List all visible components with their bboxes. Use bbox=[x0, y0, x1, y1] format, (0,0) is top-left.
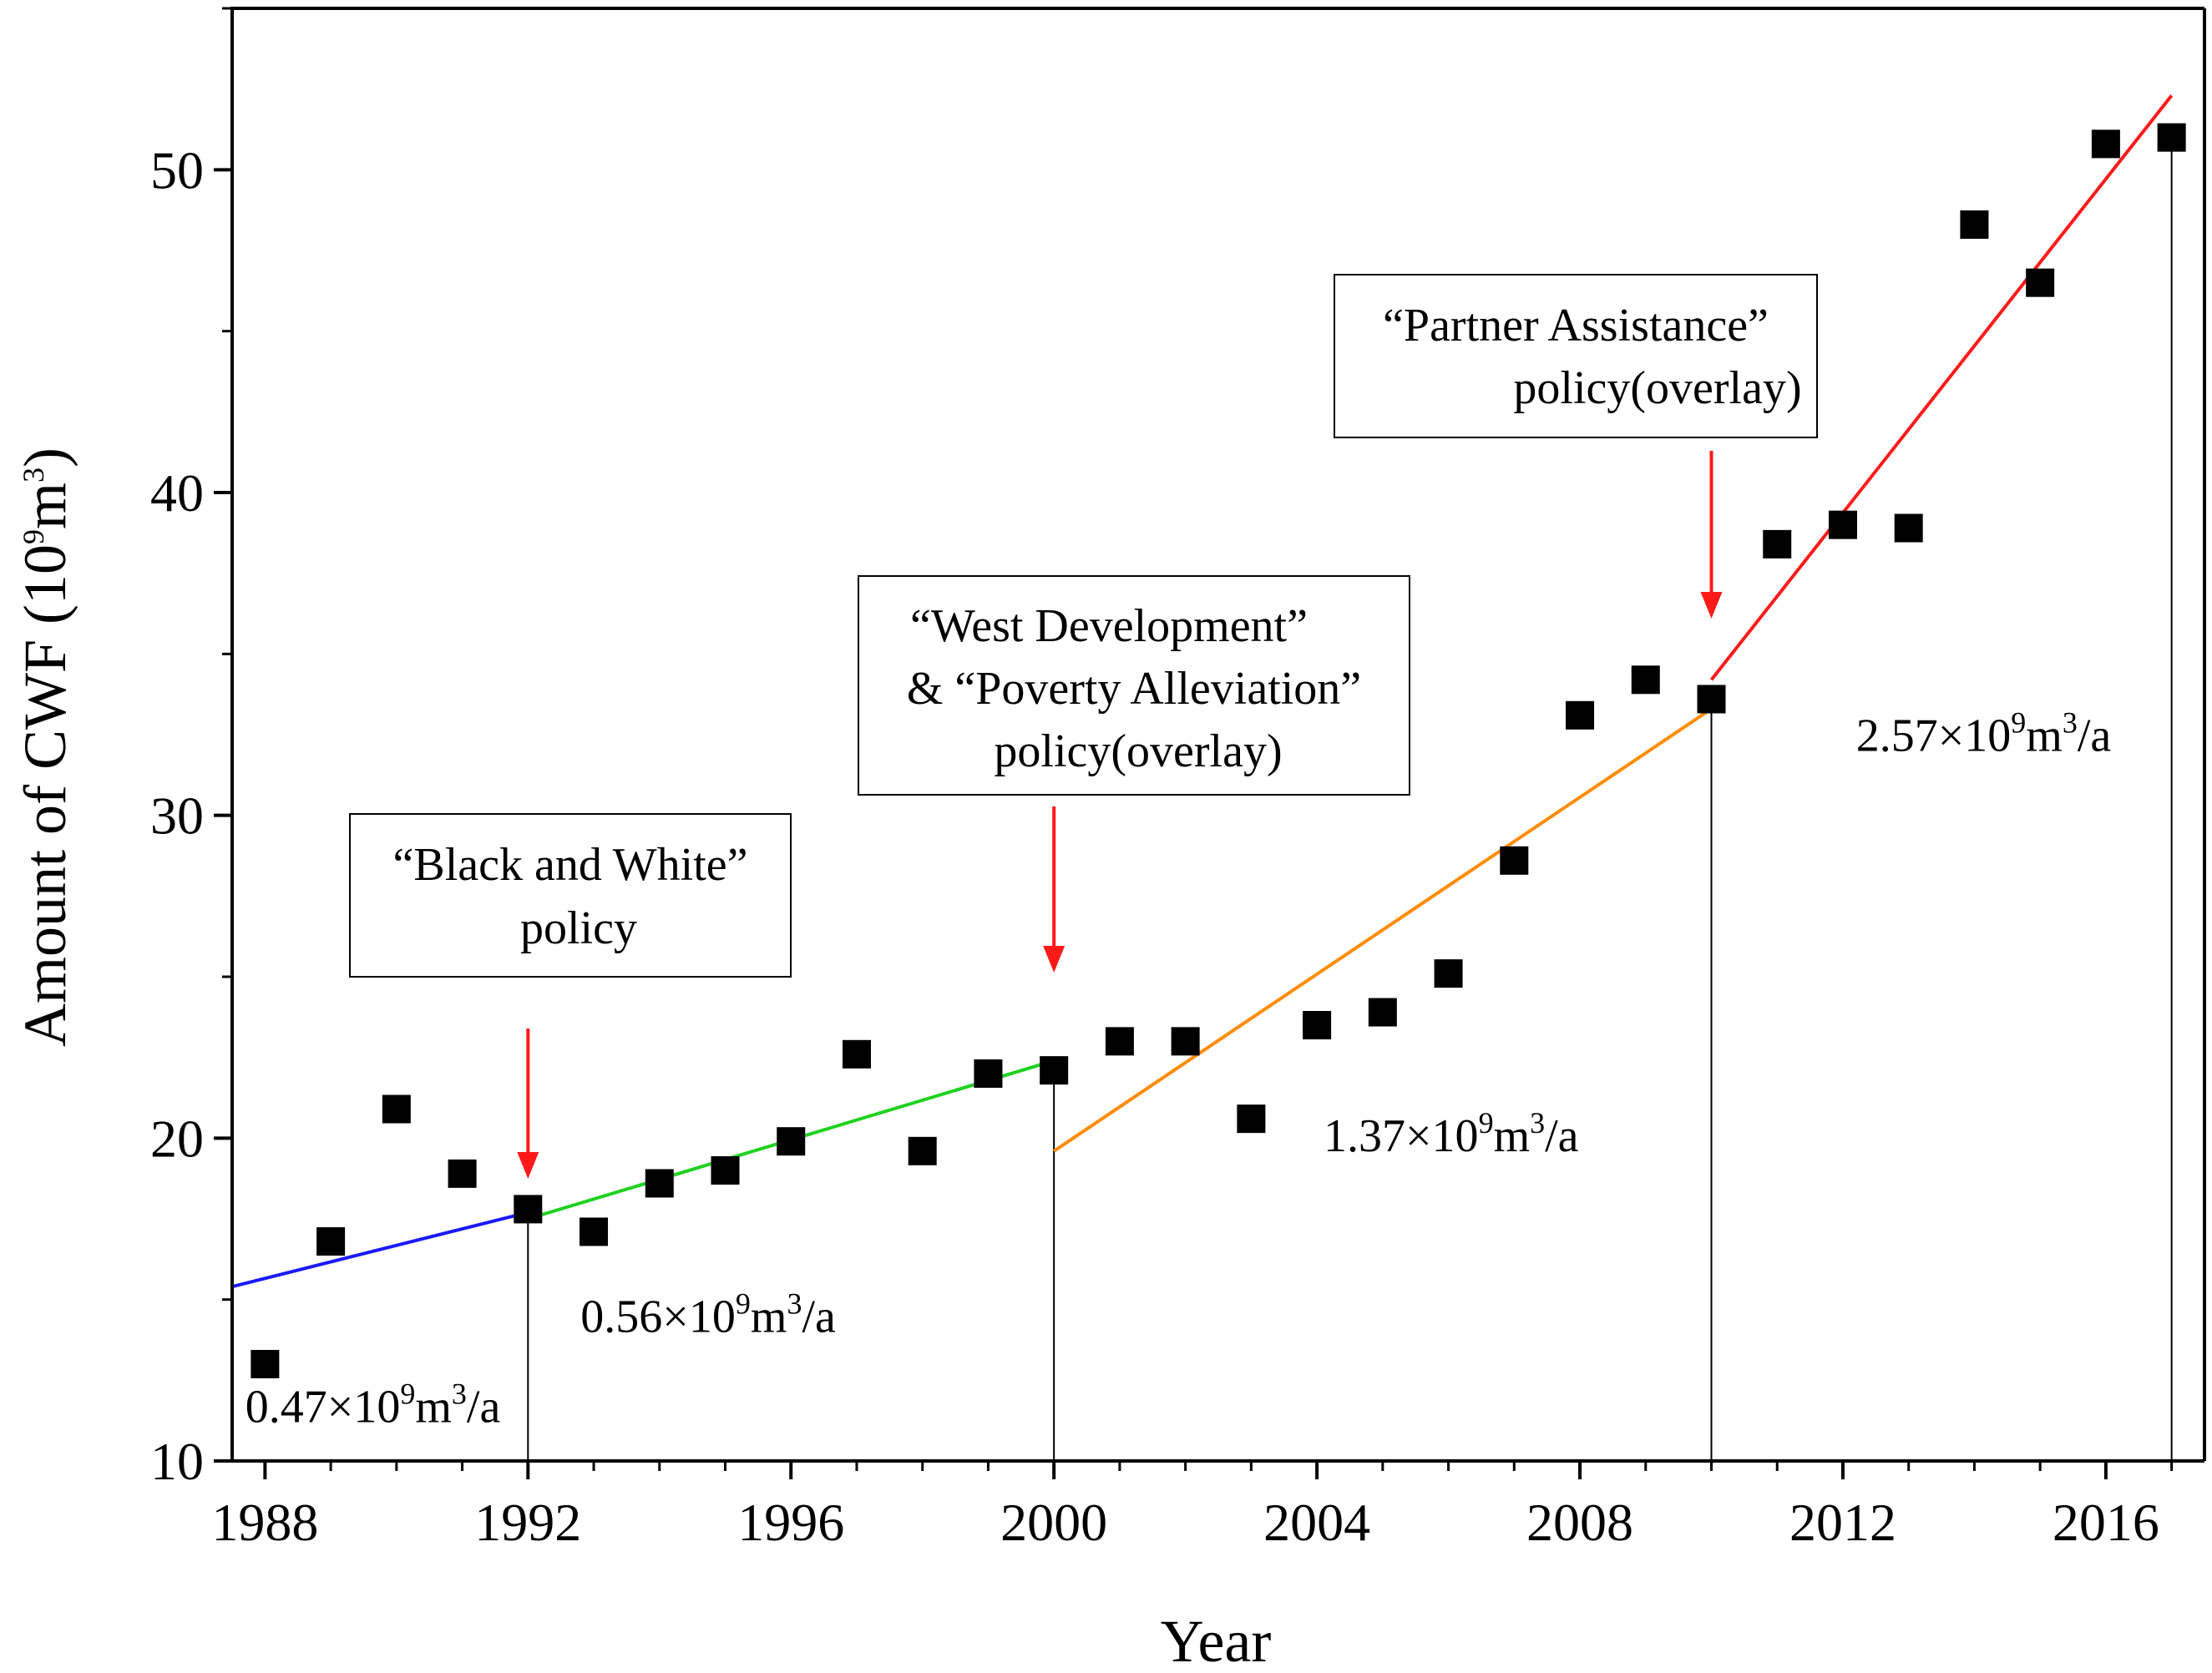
data-point bbox=[1566, 700, 1595, 730]
data-point bbox=[1368, 998, 1397, 1027]
policy-text: policy(overlay) bbox=[1513, 362, 1801, 414]
policy-text: policy(overlay) bbox=[994, 725, 1282, 777]
y-tick-label: 40 bbox=[150, 463, 204, 523]
y-tick-label: 10 bbox=[150, 1432, 204, 1491]
y-tick-label: 20 bbox=[150, 1109, 204, 1168]
data-point bbox=[1303, 1011, 1332, 1039]
divider-lines bbox=[527, 137, 2173, 1461]
policy-box-partner-assistance: “Partner Assistance” policy(overlay) bbox=[1334, 274, 1818, 438]
policy-arrows bbox=[517, 451, 1723, 1179]
policy-arrow-head bbox=[1700, 592, 1723, 619]
x-tick-label: 2000 bbox=[1000, 1493, 1107, 1552]
y-tick-label: 30 bbox=[150, 786, 204, 846]
data-point bbox=[1105, 1027, 1134, 1056]
x-ticks bbox=[263, 1461, 2174, 1479]
data-point bbox=[2091, 129, 2120, 159]
y-axis-title: Amount of CWF (109m3) bbox=[12, 447, 78, 1047]
data-point bbox=[1631, 665, 1660, 695]
data-points bbox=[251, 123, 2186, 1378]
x-tick-label: 2012 bbox=[1789, 1493, 1896, 1552]
x-tick-label: 1996 bbox=[737, 1493, 844, 1552]
trend-line bbox=[231, 1211, 529, 1289]
data-point bbox=[316, 1227, 346, 1256]
data-point bbox=[2157, 123, 2186, 152]
y-tick-labels: 10 20 30 40 50 bbox=[150, 140, 204, 1491]
data-point bbox=[1697, 685, 1726, 714]
trend-line bbox=[1709, 94, 2174, 681]
x-tick-labels: 1988 1992 1996 2000 2004 2008 2012 2016 bbox=[211, 1493, 2159, 1552]
data-point bbox=[514, 1195, 543, 1224]
data-point bbox=[645, 1169, 674, 1198]
trend-line bbox=[1053, 707, 1713, 1153]
rate-label: 0.47×109m3/a bbox=[245, 1377, 501, 1433]
x-tick-label: 1992 bbox=[474, 1493, 581, 1552]
policy-arrow-head bbox=[517, 1152, 539, 1179]
data-point bbox=[448, 1159, 477, 1188]
data-point bbox=[580, 1217, 609, 1246]
rate-label: 1.37×109m3/a bbox=[1324, 1106, 1579, 1162]
data-point bbox=[1894, 513, 1923, 543]
data-point bbox=[842, 1039, 871, 1069]
rate-label: 2.57×109m3/a bbox=[1856, 705, 2112, 761]
data-point bbox=[2026, 268, 2055, 297]
x-axis-title: Year bbox=[1161, 1608, 1272, 1673]
data-point bbox=[777, 1127, 806, 1156]
data-point bbox=[382, 1094, 411, 1124]
data-point bbox=[711, 1156, 740, 1185]
policy-arrow-head bbox=[1043, 946, 1066, 973]
policy-box-black-white: “Black and White” policy bbox=[349, 813, 792, 978]
x-tick-label: 2004 bbox=[1263, 1493, 1370, 1552]
data-point bbox=[908, 1136, 937, 1165]
y-ticks bbox=[214, 7, 232, 1463]
policy-text: & “Poverty Alleviation” bbox=[907, 663, 1361, 715]
policy-box-west-development: “West Development” & “Poverty Alleviatio… bbox=[858, 575, 1410, 796]
data-point bbox=[1763, 529, 1792, 559]
data-point bbox=[1434, 959, 1463, 988]
data-point bbox=[251, 1350, 280, 1378]
data-point bbox=[1237, 1104, 1266, 1134]
x-tick-label: 1988 bbox=[211, 1493, 318, 1552]
y-tick-label: 50 bbox=[150, 140, 204, 200]
policy-text: “Partner Assistance” bbox=[1383, 300, 1769, 351]
rate-label: 0.56×109m3/a bbox=[580, 1286, 836, 1342]
data-point bbox=[1171, 1027, 1200, 1056]
policy-text: “West Development” bbox=[910, 600, 1308, 652]
policy-text: “Black and White” bbox=[392, 839, 747, 891]
policy-text: policy bbox=[520, 902, 637, 954]
data-point bbox=[1500, 846, 1529, 875]
x-tick-label: 2016 bbox=[2053, 1493, 2159, 1552]
rate-labels: 0.47×109m3/a 0.56×109m3/a 1.37×109m3/a 2… bbox=[245, 705, 2112, 1433]
data-point bbox=[974, 1059, 1003, 1088]
axes bbox=[230, 7, 2206, 1463]
data-point bbox=[1828, 510, 1857, 539]
x-tick-label: 2008 bbox=[1526, 1493, 1633, 1552]
data-point bbox=[1040, 1056, 1069, 1085]
data-point bbox=[1960, 210, 1989, 240]
